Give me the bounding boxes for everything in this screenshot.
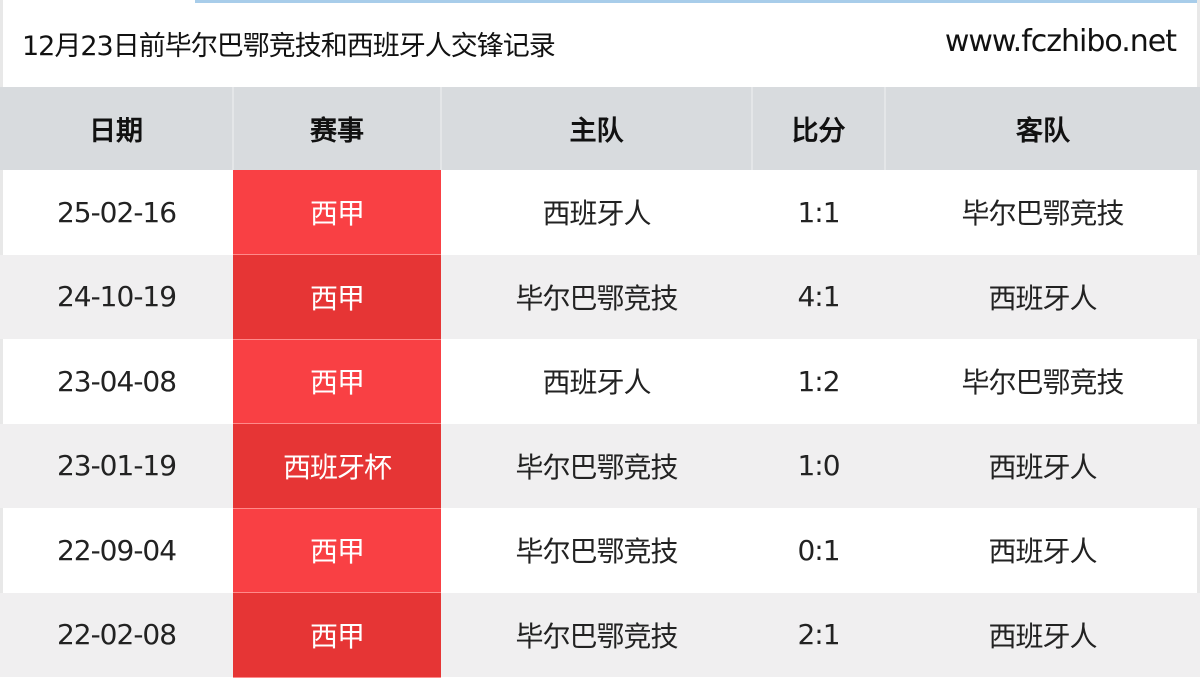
home-team-cell: 西班牙人 bbox=[542, 366, 651, 400]
date-cell: 24-10-19 bbox=[0, 254, 233, 339]
home-team-cell: 毕尔巴鄂竞技 bbox=[441, 423, 752, 508]
head-to-head-table: 日期 赛事 主队 比分 客队 25-02-16 西甲 西班牙人 1:1 毕尔巴鄂竞技 24… bbox=[0, 87, 1200, 678]
column-header-competition: 赛事 bbox=[233, 87, 442, 170]
table-row: 25-02-16 西甲 西班牙人 1:1 毕尔巴鄂竞技 bbox=[0, 170, 1200, 255]
table-row: 22-09-04 西甲 毕尔巴鄂竞技 0:1 西班牙人 bbox=[0, 508, 1200, 593]
column-header-score: 比分 bbox=[752, 87, 886, 170]
score-cell: 2:1 bbox=[752, 592, 885, 677]
score-cell: 0:1 bbox=[797, 533, 840, 567]
away-team-cell: 西班牙人 bbox=[885, 254, 1200, 339]
home-team-cell: 毕尔巴鄂竞技 bbox=[441, 254, 752, 339]
score-cell: 4:1 bbox=[752, 254, 885, 339]
home-team-cell: 毕尔巴鄂竞技 bbox=[441, 592, 752, 677]
away-team-cell: 西班牙人 bbox=[885, 423, 1200, 508]
competition-cell: 西甲 bbox=[233, 592, 441, 678]
date-cell: 22-09-04 bbox=[56, 533, 177, 567]
date-cell: 23-04-08 bbox=[56, 364, 177, 398]
table-row: 23-04-08 西甲 西班牙人 1:2 毕尔巴鄂竞技 bbox=[0, 339, 1200, 424]
table-row: 24-10-19 西甲 毕尔巴鄂竞技 4:1 西班牙人 bbox=[0, 254, 1200, 340]
competition-cell: 西甲 bbox=[233, 254, 441, 340]
date-cell: 22-02-08 bbox=[0, 592, 233, 677]
table-header: 日期 赛事 主队 比分 客队 bbox=[0, 87, 1200, 170]
site-watermark: www.fczhibo.net bbox=[944, 24, 1177, 59]
competition-cell: 西甲 bbox=[233, 339, 441, 424]
table-row: 23-01-19 西班牙杯 毕尔巴鄂竞技 1:0 西班牙人 bbox=[0, 423, 1200, 509]
top-border bbox=[195, 0, 1200, 3]
competition-cell: 西甲 bbox=[233, 508, 441, 593]
away-team-cell: 西班牙人 bbox=[885, 592, 1200, 677]
away-team-cell: 毕尔巴鄂竞技 bbox=[961, 197, 1124, 231]
score-cell: 1:1 bbox=[797, 195, 840, 229]
column-header-home: 主队 bbox=[441, 87, 753, 170]
page-title: 12月23日前毕尔巴鄂竞技和西班牙人交锋记录 bbox=[22, 31, 556, 62]
date-cell: 25-02-16 bbox=[56, 195, 177, 229]
away-team-cell: 西班牙人 bbox=[988, 535, 1097, 569]
home-team-cell: 毕尔巴鄂竞技 bbox=[515, 535, 678, 569]
column-header-away: 客队 bbox=[885, 87, 1200, 170]
score-cell: 1:0 bbox=[752, 423, 885, 508]
date-cell: 23-01-19 bbox=[0, 423, 233, 508]
table-row: 22-02-08 西甲 毕尔巴鄂竞技 2:1 西班牙人 bbox=[0, 592, 1200, 678]
home-team-cell: 西班牙人 bbox=[542, 197, 651, 231]
score-cell: 1:2 bbox=[797, 364, 840, 398]
away-team-cell: 毕尔巴鄂竞技 bbox=[961, 366, 1124, 400]
column-header-date: 日期 bbox=[0, 87, 234, 170]
competition-cell: 西班牙杯 bbox=[233, 423, 441, 509]
competition-cell: 西甲 bbox=[233, 170, 441, 255]
